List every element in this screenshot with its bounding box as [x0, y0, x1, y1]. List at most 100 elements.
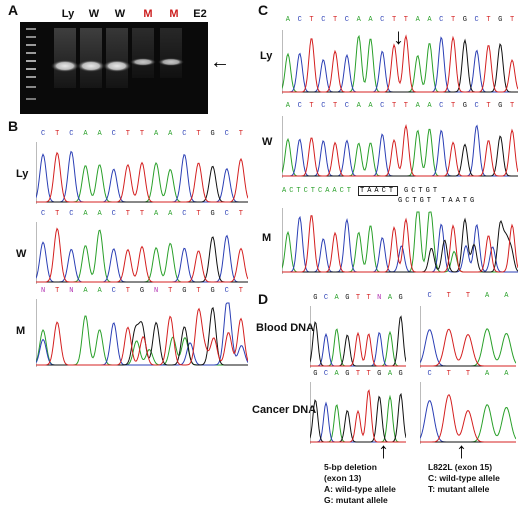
- gel-lane-label-5: E2: [193, 8, 207, 20]
- trace-T: [36, 307, 248, 366]
- base-letter: G: [182, 287, 187, 295]
- c-row-label-1: W: [262, 136, 273, 148]
- d-cancer-left-trace: [310, 382, 406, 444]
- trace-T: [36, 151, 248, 203]
- base-letter: A: [334, 294, 339, 302]
- base-letter: G: [313, 294, 318, 302]
- c-trace-2: [282, 208, 518, 274]
- base-letter: T: [366, 294, 371, 302]
- trace-T: [420, 328, 516, 367]
- d-note-left-1: (exon 13): [324, 473, 362, 483]
- gel-lane-label-0: Ly: [61, 8, 75, 20]
- base-letter: C: [69, 210, 74, 218]
- base-letter: G: [498, 102, 503, 110]
- c-trace-1: [282, 116, 518, 178]
- panel-label-c: C: [258, 2, 269, 18]
- base-letter: G: [210, 287, 215, 295]
- base-letter: T: [332, 102, 338, 110]
- base-letter: G: [345, 370, 350, 378]
- trace-T: [36, 227, 248, 283]
- base-letter: T: [486, 102, 491, 110]
- gel-lane-label-4: M: [169, 8, 179, 20]
- c-seq-row-2: ACTCTCAACT TAACT GCTGT: [282, 186, 518, 196]
- base-letter: T: [168, 287, 173, 295]
- b-row-label-0: Ly: [16, 168, 29, 180]
- base-letter: A: [83, 210, 88, 218]
- base-letter: A: [427, 102, 432, 110]
- base-letter: A: [97, 287, 102, 295]
- base-letter: G: [498, 16, 503, 24]
- d-note-right-1: C: wild-type allele: [428, 473, 500, 483]
- base-letter: C: [427, 292, 432, 300]
- panel-label-a: A: [8, 2, 19, 18]
- base-letter: T: [55, 287, 60, 295]
- base-letter: T: [391, 16, 397, 24]
- d-note-right-2: T: mutant allele: [428, 484, 490, 494]
- base-letter: T: [446, 370, 451, 378]
- base-letter: A: [485, 292, 490, 300]
- trace-T: [282, 124, 518, 177]
- base-letter: A: [504, 370, 509, 378]
- base-letter: A: [356, 16, 361, 24]
- base-letter: A: [168, 210, 173, 218]
- base-letter: T: [196, 210, 201, 218]
- base-letter: T: [238, 210, 243, 218]
- base-letter: A: [83, 130, 88, 138]
- base-letter: C: [111, 210, 116, 218]
- trace-T: [282, 34, 518, 93]
- base-letter: T: [450, 102, 456, 110]
- base-letter: C: [439, 16, 444, 24]
- d-row-label-1: Cancer DNA: [252, 404, 317, 416]
- trace-A: [310, 394, 406, 443]
- gel-lane-label-3: M: [143, 8, 153, 20]
- base-letter: A: [368, 102, 373, 110]
- panel-c-arrow: ↓: [393, 24, 404, 49]
- base-letter: A: [285, 16, 290, 24]
- base-letter: C: [69, 130, 74, 138]
- d-row-label-0: Blood DNA: [256, 322, 315, 334]
- b-row-label-2: M: [16, 325, 26, 337]
- base-letter: G: [398, 294, 403, 302]
- base-letter: C: [224, 130, 229, 138]
- base-letter: G: [377, 370, 382, 378]
- panel-label-d: D: [258, 291, 269, 307]
- base-letter: T: [465, 292, 471, 300]
- sample-bands: [51, 28, 184, 88]
- base-letter: T: [486, 16, 491, 24]
- base-letter: G: [210, 210, 215, 218]
- base-letter: T: [465, 370, 471, 378]
- base-letter: G: [462, 16, 467, 24]
- base-letter: T: [309, 16, 314, 24]
- base-letter: C: [344, 16, 349, 24]
- d-note-left-0: 5-bp deletion: [324, 462, 377, 472]
- gel-arrow: ←: [210, 51, 230, 73]
- base-letter: N: [377, 294, 382, 302]
- base-letter: T: [196, 287, 201, 295]
- base-letter: T: [125, 130, 130, 138]
- base-letter: C: [297, 102, 302, 110]
- panel-label-b: B: [8, 118, 19, 134]
- b-row-label-1: W: [16, 248, 27, 260]
- base-letter: T: [139, 210, 145, 218]
- base-letter: T: [238, 287, 243, 295]
- base-letter: C: [321, 16, 326, 24]
- c-m-lower: GCTGT TAATG: [398, 197, 478, 205]
- base-letter: T: [55, 130, 60, 138]
- base-letter: C: [111, 287, 116, 295]
- base-letter: N: [153, 287, 159, 295]
- base-letter: A: [415, 16, 420, 24]
- base-letter: T: [355, 294, 361, 302]
- base-letter: C: [40, 210, 46, 218]
- base-letter: A: [168, 130, 173, 138]
- d-note-left-2: A: wild-type allele: [324, 484, 396, 494]
- base-letter: T: [125, 287, 130, 295]
- trace-C: [36, 150, 248, 203]
- gel-svg: [26, 28, 184, 100]
- base-letter: T: [309, 102, 314, 110]
- base-letter: C: [297, 16, 302, 24]
- base-letter: C: [40, 130, 46, 138]
- base-letter: A: [368, 16, 373, 24]
- ladder-bands: [26, 28, 36, 100]
